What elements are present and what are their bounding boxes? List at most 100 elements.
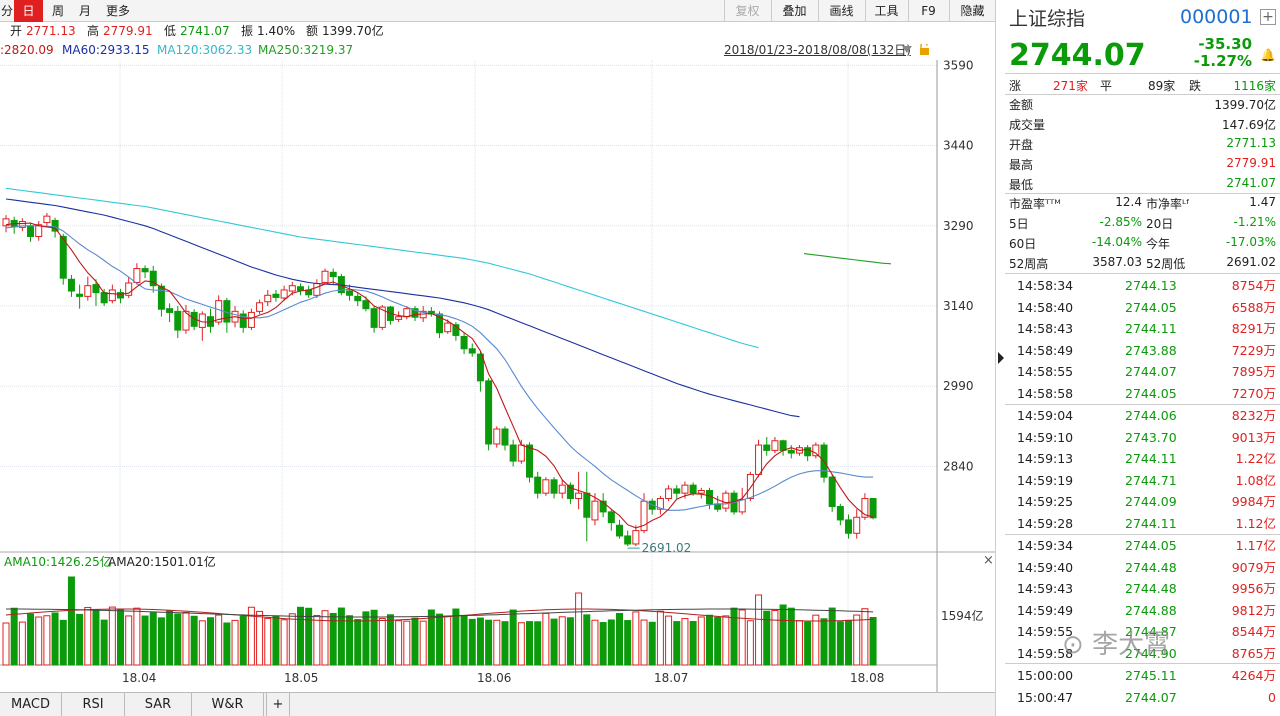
quote-info-bar: 开 2771.13 高 2779.91 低 2741.07 振 1.40% 额 … [0,22,995,41]
trade-row: 14:59:55 2744.87 8544万 [1005,621,1280,643]
stock-code: 000001 [1180,6,1253,28]
hide-button[interactable]: 隐藏 [949,0,995,22]
candle-body [329,271,337,278]
volume-bar [869,617,877,666]
breadth-flat-label: 平 [1100,79,1113,93]
trade-time: 14:58:34 [1017,278,1074,293]
candle-body [403,308,411,318]
volume-bar [771,610,779,666]
amount-value: 1399.70亿 [322,24,384,38]
volume-bar [419,620,427,666]
candle-body [558,484,566,494]
volume-bar [689,620,697,666]
trade-price: 2744.11 [1125,515,1177,531]
draw-line-button[interactable]: 画线 [818,0,864,22]
candle-body [476,353,484,382]
volume-bar [836,621,844,666]
volume-bar [493,619,501,666]
tab-macd[interactable]: MACD [0,693,62,716]
kline-chart[interactable]: 3590 3440 3290 3140 2990 2840 2691.02 1594亿 18.0… [0,0,995,716]
volume-bar [460,614,468,666]
volume-bar [501,621,509,666]
candle-body [509,444,517,462]
overlay-button[interactable]: 叠加 [771,0,817,22]
volume-bar [550,618,558,666]
ma60-line [5,198,800,418]
candle-body [35,224,43,237]
panel-divider[interactable] [995,0,1005,716]
tab-rsi[interactable]: RSI [62,693,125,716]
tools-button[interactable]: 工具 [865,0,907,22]
add-watchlist-icon[interactable]: + [1260,9,1276,25]
candle-body [444,322,452,333]
volume-bar [787,607,795,666]
trade-row: 15:00:00 2745.11 4264万 [1005,665,1280,687]
min-price-label: 2691.02 [642,541,692,555]
y-tick-label: 3290 [943,219,974,233]
candle-body [59,235,67,279]
y-tick-label: 3140 [943,299,974,313]
add-indicator-button[interactable]: + [266,693,290,716]
candle-body [632,530,640,545]
period-day-tab[interactable]: 日 [14,0,43,22]
f9-button[interactable]: F9 [908,0,948,22]
trade-row: 14:59:43 2744.48 9956万 [1005,578,1280,600]
volume-bar [198,620,206,666]
volume-bar [305,607,313,666]
candle-body [493,428,501,445]
ratio-label: 52周高 [1009,257,1049,271]
ratio-label: 市盈率ᵀᵀᴹ [1009,197,1061,211]
candle-body [76,293,84,297]
stat-label: 开盘 [1009,138,1034,152]
ama20-line [6,608,874,618]
volume-bar [378,617,386,666]
volume-bar [2,622,10,666]
volume-bar [558,616,566,666]
trade-time: 14:58:58 [1017,385,1074,401]
breadth-down-value: 1116家 [1233,79,1276,93]
trade-price: 2744.11 [1125,321,1177,336]
tab-sar[interactable]: SAR [125,693,192,716]
close-volume-icon[interactable]: × [983,553,994,568]
ma-short-legend: :2820.09 [0,43,54,57]
stat-label: 成交量 [1009,118,1046,132]
date-range-label[interactable]: 2018/01/23-2018/08/08(132日) [724,43,911,57]
volume-bar [673,621,681,666]
volume-bar [616,612,623,666]
candle-body [485,380,493,445]
restore-rights-button[interactable]: 复权 [724,0,770,22]
volume-bar [67,576,75,666]
ama10-line [5,608,874,622]
ratio-value: 3587.03 [1092,255,1142,269]
trade-volume: 7895万 [1231,364,1276,379]
y-tick-label: 2840 [943,459,974,473]
trade-price: 2743.88 [1125,342,1177,358]
trade-time: 14:59:25 [1017,494,1074,509]
trade-volume: 7270万 [1231,385,1276,401]
candle-body [166,308,174,313]
range-dropdown-icon[interactable] [902,44,932,56]
alert-bell-icon[interactable]: 🔔 [1260,48,1276,62]
trade-row: 14:58:40 2744.05 6588万 [1005,297,1280,319]
period-month-tab[interactable]: 月 [78,4,91,18]
volume-bar [411,617,419,666]
volume-bar [828,607,836,666]
trade-price: 2744.71 [1125,472,1177,488]
candle-body [2,218,10,227]
candle-body [583,492,591,518]
ratio-value: -1.21% [1233,215,1276,229]
volume-bar [697,616,705,666]
tab-wr[interactable]: W&R [192,693,264,716]
period-more-tab[interactable]: 更多 [105,4,130,18]
volume-bar [763,610,771,666]
volume-bar [436,613,444,666]
candle-body [100,292,108,304]
period-minute-tab[interactable]: 分 [0,4,13,18]
trade-volume: 1.22亿 [1235,451,1276,466]
candle-body [517,444,525,462]
period-week-tab[interactable]: 周 [51,4,64,18]
collapse-arrow-icon[interactable] [996,0,1006,716]
candle-body [239,313,247,328]
trade-price: 2744.06 [1125,408,1177,423]
